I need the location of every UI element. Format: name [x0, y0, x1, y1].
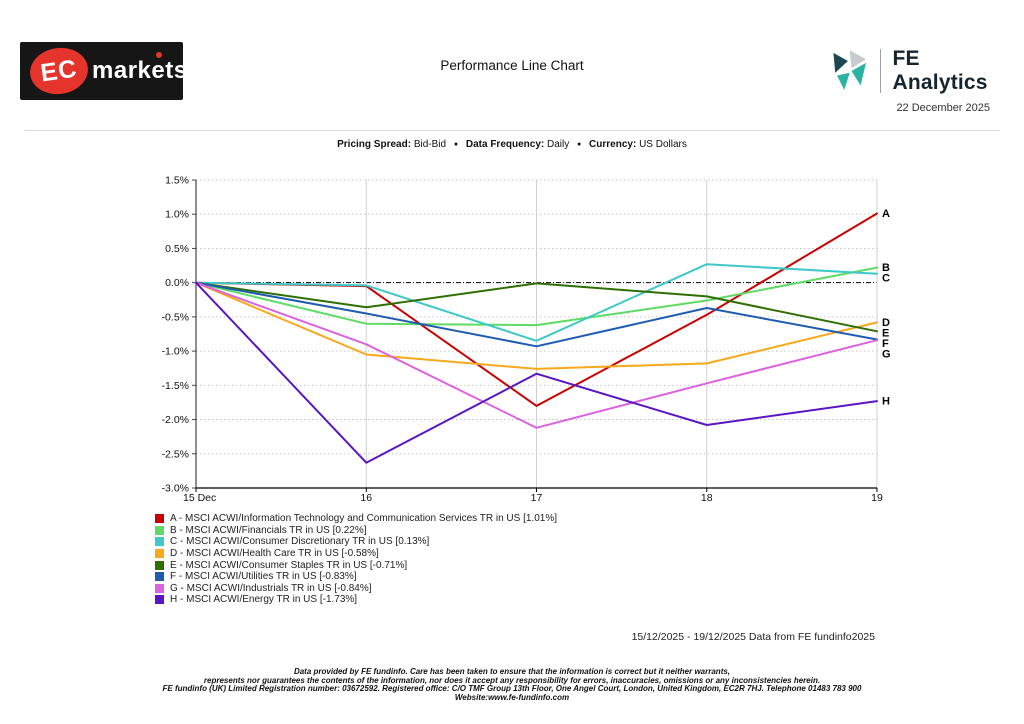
- legend-swatch-B: [155, 525, 164, 535]
- legend-label-E: E - MSCI ACWI/Consumer Staples TR in US …: [170, 559, 408, 571]
- legend-swatch-C: [155, 537, 164, 547]
- chart-settings-line: Pricing Spread: Bid-Bid ● Data Frequency…: [0, 139, 1024, 150]
- series-endpoint-label-A: A: [882, 208, 890, 220]
- series-endpoint-label-H: H: [882, 396, 890, 408]
- bullet-separator: ●: [453, 141, 459, 148]
- fe-logo-divider: [879, 49, 881, 93]
- currency-label: Currency:: [589, 139, 637, 150]
- legend-swatch-E: [155, 560, 164, 570]
- legend-label-G: G - MSCI ACWI/Industrials TR in US [-0.8…: [170, 582, 372, 594]
- legend-swatch-F: [155, 572, 164, 582]
- pricing-spread-label: Pricing Spread:: [337, 139, 412, 150]
- currency-value: US Dollars: [639, 139, 687, 150]
- legend-swatch-H: [155, 595, 164, 605]
- fe-analytics-text: FE Analytics: [892, 47, 988, 94]
- data-frequency-label: Data Frequency:: [465, 139, 545, 150]
- legend-label-A: A - MSCI ACWI/Information Technology and…: [170, 513, 558, 525]
- report-date: 22 December 2025: [896, 102, 990, 114]
- x-tick-label: 16: [360, 492, 372, 504]
- legend-label-B: B - MSCI ACWI/Financials TR in US [0.22%…: [170, 524, 367, 536]
- fe-pinwheel-icon: [833, 50, 866, 90]
- legend-label-C: C - MSCI ACWI/Consumer Discretionary TR …: [170, 536, 430, 548]
- legend-label-D: D - MSCI ACWI/Health Care TR in US [-0.5…: [170, 548, 379, 560]
- y-tick-label: 0.0%: [165, 277, 189, 289]
- legend-item-G: G - MSCI ACWI/Industrials TR in US [-0.8…: [155, 583, 557, 595]
- y-tick-label: -1.5%: [162, 380, 189, 392]
- data-frequency-value: Daily: [547, 139, 570, 150]
- series-endpoint-label-E: E: [882, 327, 889, 339]
- series-endpoint-label-B: B: [882, 262, 890, 274]
- y-tick-label: -3.0%: [162, 483, 189, 495]
- legend-label-F: F - MSCI ACWI/Utilities TR in US [-0.83%…: [170, 571, 357, 583]
- legend-swatch-D: [155, 549, 164, 559]
- series-line-F: [195, 281, 878, 348]
- x-tick-label: 17: [531, 492, 543, 504]
- series-line-D: [195, 281, 878, 370]
- ec-logo-accent-dot: [156, 52, 162, 58]
- disclaimer-line: Data provided by FE fundinfo. Care has b…: [293, 667, 731, 676]
- series-endpoint-label-D: D: [882, 317, 890, 329]
- header-divider: [25, 130, 1000, 131]
- legend-item-H: H - MSCI ACWI/Energy TR in US [-1.73%]: [155, 594, 557, 606]
- y-tick-label: 0.5%: [165, 243, 189, 255]
- legend-item-D: D - MSCI ACWI/Health Care TR in US [-0.5…: [155, 548, 557, 560]
- series-endpoint-label-F: F: [882, 338, 889, 350]
- series-line-C: [195, 263, 878, 342]
- legend-item-C: C - MSCI ACWI/Consumer Discretionary TR …: [155, 536, 557, 548]
- legend-item-A: A - MSCI ACWI/Information Technology and…: [155, 513, 557, 525]
- ec-markets-logo: EC markets: [20, 42, 187, 100]
- y-tick-label: 1.0%: [165, 209, 189, 221]
- disclaimer-footer: Data provided by FE fundinfo. Care has b…: [0, 667, 1024, 702]
- y-tick-label: -2.5%: [162, 448, 189, 460]
- bullet-separator: ●: [577, 141, 582, 148]
- x-tick-label: 15 Dec: [183, 492, 216, 504]
- series-line-B: [195, 266, 878, 327]
- pricing-spread-value: Bid-Bid: [413, 139, 447, 150]
- page-title: Performance Line Chart: [440, 58, 584, 73]
- date-range-footnote: 15/12/2025 - 19/12/2025 Data from FE fun…: [631, 631, 875, 643]
- legend-swatch-A: [155, 514, 164, 524]
- y-tick-label: 1.5%: [165, 175, 189, 187]
- ec-logo-markets-text: markets: [92, 57, 188, 84]
- series-line-G: [195, 281, 878, 429]
- chart-legend: A - MSCI ACWI/Information Technology and…: [155, 513, 557, 606]
- x-tick-label: 18: [701, 492, 713, 504]
- series-endpoint-label-C: C: [882, 273, 890, 285]
- fe-analytics-logo: FE Analytics: [828, 46, 1008, 96]
- legend-item-F: F - MSCI ACWI/Utilities TR in US [-0.83%…: [155, 571, 557, 583]
- legend-item-E: E - MSCI ACWI/Consumer Staples TR in US …: [155, 559, 557, 571]
- legend-swatch-G: [155, 583, 164, 593]
- x-tick-label: 19: [871, 492, 883, 504]
- disclaimer-line: FE fundinfo (UK) Limited Registration nu…: [162, 684, 862, 694]
- y-tick-label: -1.0%: [162, 346, 189, 358]
- legend-label-H: H - MSCI ACWI/Energy TR in US [-1.73%]: [170, 594, 358, 606]
- disclaimer-line: Website:www.fe-fundinfo.com: [454, 692, 570, 702]
- series-line-H: [195, 281, 878, 464]
- y-tick-label: -0.5%: [162, 311, 189, 323]
- series-line-E: [195, 281, 878, 333]
- series-endpoint-label-G: G: [882, 348, 891, 360]
- legend-item-B: B - MSCI ACWI/Financials TR in US [0.22%…: [155, 525, 557, 537]
- disclaimer-line: represents nor guarantees the contents o…: [203, 675, 821, 685]
- y-tick-label: -2.0%: [162, 414, 189, 426]
